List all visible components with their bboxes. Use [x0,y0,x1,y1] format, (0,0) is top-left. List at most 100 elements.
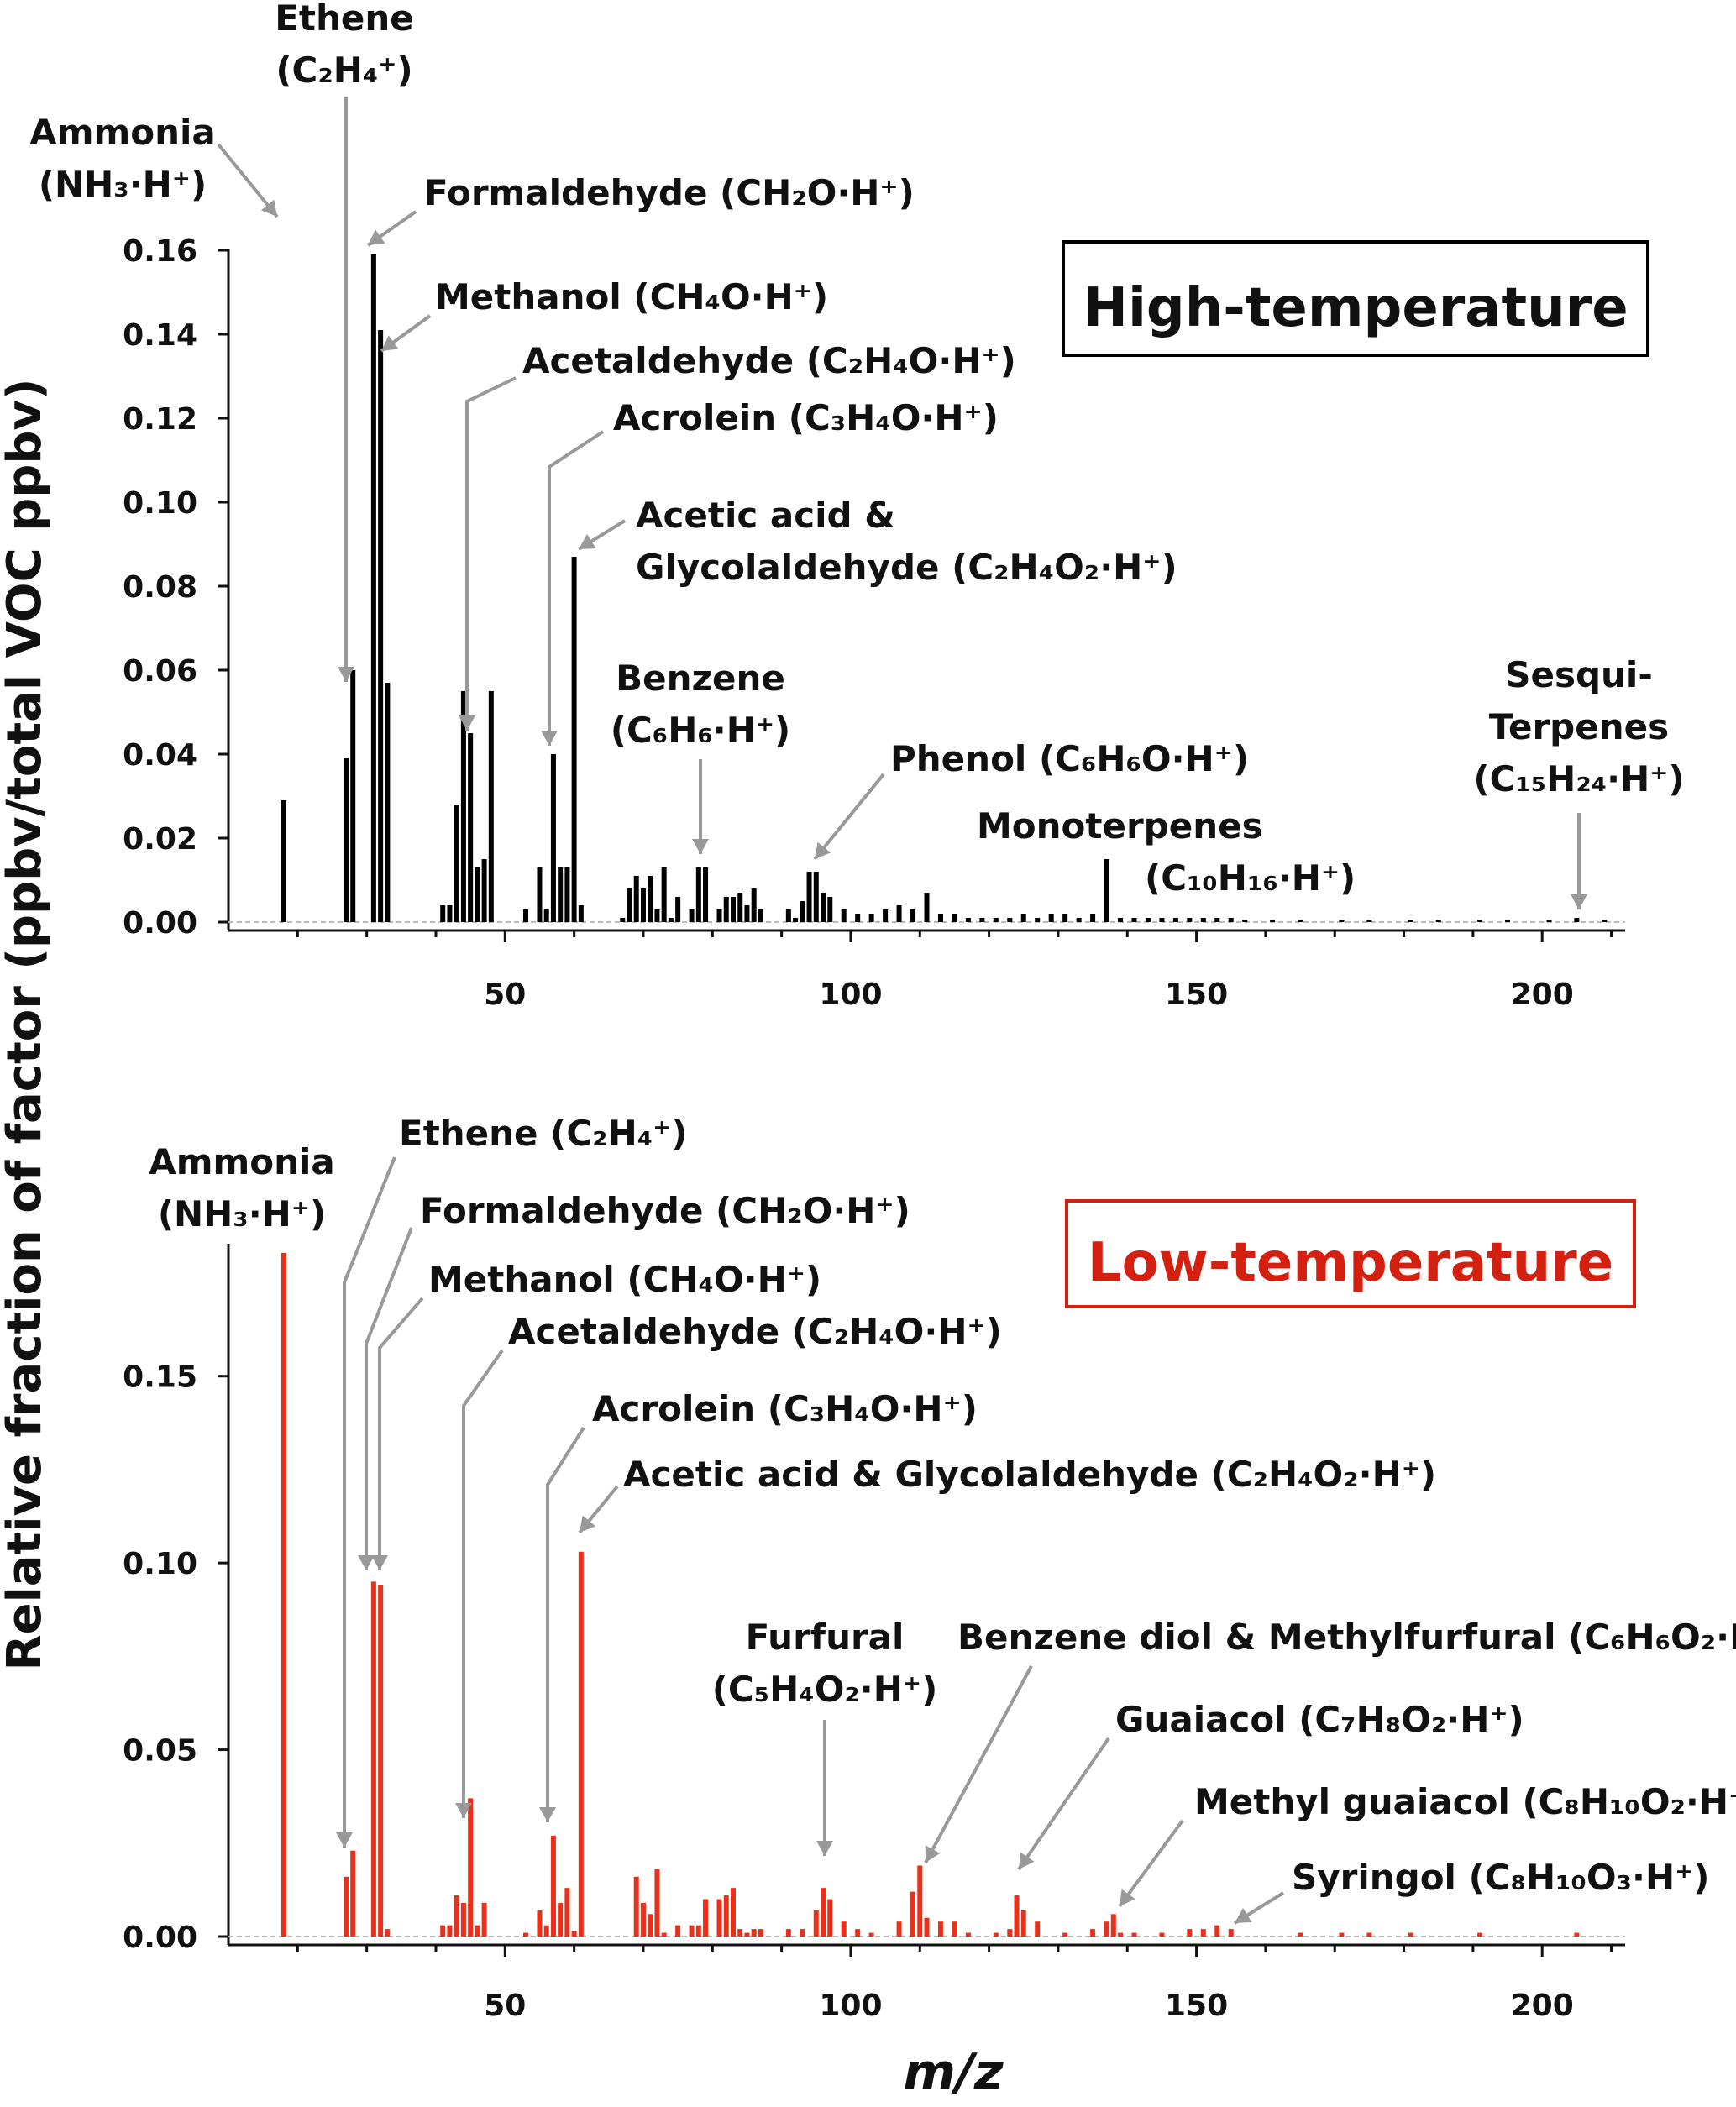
bar-mz-133 [1076,918,1082,922]
annotation-label: (NH₃·H⁺) [39,164,207,205]
bar-mz-115 [952,914,957,922]
bar-mz-153 [1214,918,1220,922]
x-tick-label: 200 [1511,1989,1574,2023]
annotation-label: Acetaldehyde (C₂H₄O·H⁺) [522,340,1016,381]
bar-mz-171 [1339,920,1345,922]
bar-mz-68 [627,888,632,922]
annotation-label: (C₂H₄⁺) [275,50,412,91]
bar-mz-45 [468,733,474,922]
bar-mz-111 [924,1917,930,1937]
annotation: Methanol (CH₄O·H⁺) [380,276,828,353]
annotation: Furfural (C₅H₄O₂·H⁺) [712,1617,938,1856]
bar-mz-131 [1062,914,1068,922]
bar-mz-93 [800,901,805,922]
bar-mz-96 [821,1888,826,1937]
bar-mz-41 [440,905,446,922]
annotation-arrowhead [260,199,277,217]
bar-mz-85 [744,1932,750,1937]
x-tick-label: 100 [819,978,882,1012]
bar-mz-94 [806,872,812,922]
bar-mz-53 [523,909,529,922]
annotation-arrowhead [816,1841,833,1856]
bar-mz-143 [1145,918,1151,922]
bar-mz-42 [447,1925,453,1937]
bar-mz-73 [661,867,667,922]
bar-mz-92 [793,918,799,922]
bar-mz-165 [1298,920,1303,922]
bar-mz-59 [564,1888,570,1937]
bar-mz-43 [454,1895,459,1937]
annotation-label: Methyl guaiacol (C₈H₁₀O₂·H⁺) [1194,1781,1736,1822]
bar-mz-77 [689,1925,695,1937]
bar-mz-27 [343,758,349,922]
bar-mz-83 [730,897,736,922]
x-axis-label: m/z [903,2043,1004,2102]
annotation-label: Acetic acid & [636,495,895,536]
bar-mz-46 [475,867,480,922]
bar-mz-47 [481,859,487,922]
bar-mz-71 [648,876,653,922]
bar-mz-87 [758,1929,763,1937]
bar-mz-41 [440,1925,446,1937]
bar-mz-81 [716,1899,722,1937]
annotation-label: Methanol (CH₄O·H⁺) [435,276,828,317]
y-tick-label: 0.12 [123,402,197,437]
bar-mz-97 [827,1899,833,1937]
bar-mz-111 [924,893,930,922]
bar-mz-175 [1366,1932,1372,1937]
annotation-arrowhead [579,534,596,549]
annotation: Ethene (C₂H₄⁺) [336,1113,688,1848]
bar-mz-75 [675,897,681,922]
bar-mz-57 [550,754,556,922]
bar-mz-181 [1408,1932,1413,1937]
annotation-label: Ethene (C₂H₄⁺) [399,1113,688,1154]
bar-mz-115 [952,1921,957,1937]
annotation-label: Ammonia [149,1141,335,1182]
annotation-leader [813,773,885,861]
bar-mz-70 [640,1902,646,1937]
annotation-label: (NH₃·H⁺) [158,1193,326,1234]
x-tick-label: 200 [1511,978,1574,1012]
y-tick-label: 0.14 [123,318,197,353]
bar-mz-74 [668,918,674,922]
bar-mz-185 [1435,920,1441,922]
y-tick-label: 0.06 [123,654,197,689]
y-tick-label: 0.10 [123,1547,197,1581]
bar-mz-99 [841,909,847,922]
bar-mz-141 [1131,918,1137,922]
annotation-leader [365,1227,413,1570]
annotation-leader [546,1426,585,1822]
bar-mz-81 [716,909,722,922]
annotation: Ammonia (NH₃·H⁺) [29,112,279,218]
bar-mz-121 [993,918,999,922]
annotation-leader [1118,1819,1184,1908]
annotation-label: (C₅H₄O₂·H⁺) [712,1669,938,1710]
bar-mz-96 [821,893,826,922]
y-tick-label: 0.15 [123,1360,197,1395]
bar-mz-18 [281,1252,286,1937]
annotation-label: Sesqui- [1505,654,1653,695]
bar-mz-151 [1200,1929,1206,1937]
x-tick-label: 100 [819,1989,882,2023]
annotation: Formaldehyde (CH₂O·H⁺) [366,172,915,247]
bar-mz-137 [1104,859,1109,922]
annotation-label: Benzene [616,658,785,699]
annotation: Acetic acid & Glycolaldehyde (C₂H₄O₂·H⁺) [577,495,1177,588]
bar-mz-78 [695,867,701,922]
bar-mz-55 [537,867,543,922]
annotation-arrowhead [358,1555,375,1570]
annotation-label: Syringol (C₈H₁₀O₃·H⁺) [1292,1857,1710,1898]
bar-mz-57 [550,1835,556,1937]
bar-mz-27 [343,1876,349,1937]
annotation-arrowhead [580,1515,596,1533]
annotation: Acetaldehyde (C₂H₄O·H⁺) [459,340,1016,731]
annotation-label: Acrolein (C₃H₄O·H⁺) [613,397,999,438]
bar-mz-149 [1187,1929,1193,1937]
bar-mz-53 [523,1932,529,1937]
bar-mz-32 [378,330,384,922]
bar-mz-85 [744,905,750,922]
annotation-label: (C₁₀H₁₆·H⁺) [1145,857,1356,899]
annotation-arrowhead [539,1807,556,1822]
chart-high-temperature: 0.00 0.02 0.04 0.06 0.08 0.10 0.12 0.14 0.16 50 10… [29,0,1684,1012]
annotation-arrowhead [925,1845,941,1863]
